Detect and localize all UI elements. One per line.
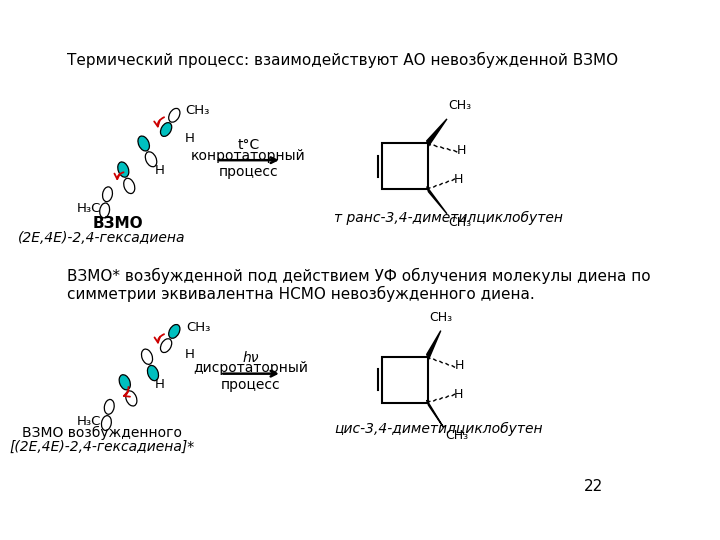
Text: [(2E,4E)-2,4-гексадиена]*: [(2E,4E)-2,4-гексадиена]*: [9, 440, 194, 454]
Text: H: H: [154, 377, 164, 391]
Text: hν: hν: [243, 351, 259, 365]
Text: H: H: [456, 144, 466, 157]
Ellipse shape: [99, 203, 109, 218]
Ellipse shape: [126, 391, 137, 406]
Text: цис-3,4-диметилциклобутен: цис-3,4-диметилциклобутен: [335, 422, 543, 436]
Text: CH₃: CH₃: [449, 99, 472, 112]
Text: конротаторный
процесс: конротаторный процесс: [191, 149, 306, 179]
Text: CH₃: CH₃: [445, 429, 468, 442]
Ellipse shape: [148, 366, 158, 381]
Polygon shape: [427, 186, 447, 214]
Polygon shape: [427, 400, 444, 427]
Ellipse shape: [120, 375, 130, 390]
Text: H: H: [454, 173, 464, 186]
Text: CH₃: CH₃: [186, 321, 210, 334]
Text: H: H: [455, 359, 464, 372]
Text: H: H: [185, 132, 195, 145]
Text: CH₃: CH₃: [449, 215, 472, 228]
Text: H: H: [185, 348, 195, 361]
Polygon shape: [427, 330, 441, 360]
Text: т ранс-3,4-диметилциклобутен: т ранс-3,4-диметилциклобутен: [335, 211, 564, 225]
Ellipse shape: [138, 136, 150, 151]
Text: H: H: [454, 388, 464, 401]
Ellipse shape: [161, 123, 172, 137]
Ellipse shape: [161, 339, 172, 353]
Text: H₃C: H₃C: [77, 202, 102, 215]
Ellipse shape: [102, 416, 112, 430]
Text: (2E,4E)-2,4-гексадиена: (2E,4E)-2,4-гексадиена: [18, 231, 186, 245]
Text: ВЗМО: ВЗМО: [92, 216, 143, 231]
Text: CH₃: CH₃: [429, 310, 452, 323]
Text: ВЗМО* возбужденной под действием УФ облучения молекулы диена по: ВЗМО* возбужденной под действием УФ облу…: [66, 268, 650, 285]
Ellipse shape: [104, 400, 114, 414]
Ellipse shape: [102, 187, 112, 201]
Text: H: H: [154, 164, 164, 177]
Text: дисротаторный
процесс: дисротаторный процесс: [194, 361, 309, 392]
Ellipse shape: [118, 162, 129, 177]
Text: Термический процесс: взаимодействуют АО невозбужденной ВЗМО: Термический процесс: взаимодействуют АО …: [66, 52, 618, 68]
Text: CH₃: CH₃: [185, 104, 210, 117]
Text: ВЗМО возбужденного: ВЗМО возбужденного: [22, 426, 181, 440]
Ellipse shape: [124, 178, 135, 193]
Ellipse shape: [168, 109, 180, 122]
Polygon shape: [427, 119, 447, 146]
Ellipse shape: [168, 325, 180, 339]
Text: 22: 22: [584, 480, 603, 495]
Text: t°C: t°C: [238, 138, 259, 152]
Text: H₃C: H₃C: [77, 415, 102, 428]
Ellipse shape: [142, 349, 153, 365]
Ellipse shape: [145, 152, 157, 167]
Text: симметрии эквивалентна НСМО невозбужденного диена.: симметрии эквивалентна НСМО невозбужденн…: [66, 286, 534, 302]
